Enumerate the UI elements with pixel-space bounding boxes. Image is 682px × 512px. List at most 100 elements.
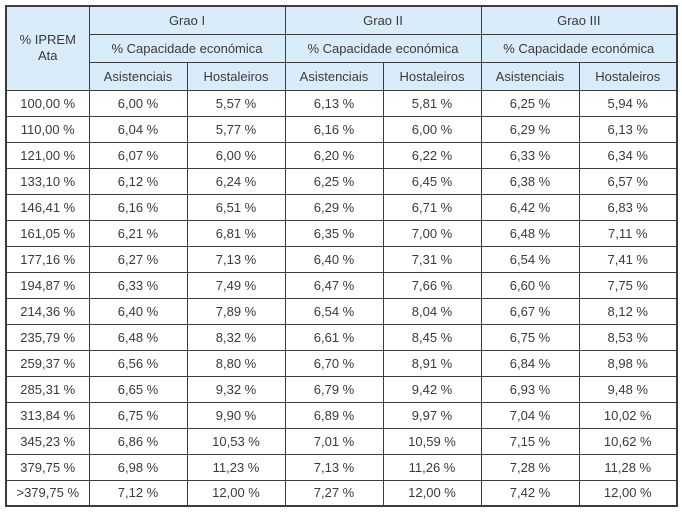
table-row: 285,31 % 6,65 % 9,32 % 6,79 % 9,42 % 6,93 % 9,… — [5, 375, 678, 403]
rate-value-cell: 6,89 % — [284, 401, 384, 429]
rate-value-cell: 6,54 % — [284, 297, 384, 325]
rate-value-cell: 12,00 % — [186, 479, 286, 507]
rate-value-cell: 8,91 % — [382, 349, 482, 377]
table-row: 194,87 % 6,33 % 7,49 % 6,47 % 7,66 % 6,60 % 7,… — [5, 271, 678, 299]
rate-value-cell: 6,45 % — [382, 167, 482, 195]
rate-value-cell: 7,66 % — [382, 271, 482, 299]
rate-value-cell: 11,28 % — [578, 453, 678, 481]
rate-value-cell: 6,57 % — [578, 167, 678, 195]
rate-value-cell: 6,56 % — [88, 349, 188, 377]
rate-value-cell: 6,20 % — [284, 141, 384, 169]
rate-value-cell: 6,00 % — [382, 115, 482, 143]
rate-value-cell: 6,24 % — [186, 167, 286, 195]
rate-value-cell: 6,40 % — [284, 245, 384, 273]
rate-value-cell: 6,42 % — [480, 193, 580, 221]
col-header-asistenciais-1: Asistenciais — [88, 61, 188, 91]
rate-value-cell: 6,71 % — [382, 193, 482, 221]
rate-value-cell: 6,47 % — [284, 271, 384, 299]
rate-value-cell: 8,12 % — [578, 297, 678, 325]
rate-value-cell: 7,75 % — [578, 271, 678, 299]
rate-value-cell: 5,94 % — [578, 89, 678, 117]
rate-value-cell: 6,84 % — [480, 349, 580, 377]
rate-value-cell: 7,28 % — [480, 453, 580, 481]
rate-value-cell: 8,98 % — [578, 349, 678, 377]
rate-value-cell: 6,35 % — [284, 219, 384, 247]
col-header-hostaleiros-1: Hostaleiros — [186, 61, 286, 91]
rate-value-cell: 6,13 % — [284, 89, 384, 117]
rate-value-cell: 6,04 % — [88, 115, 188, 143]
col-header-hostaleiros-3: Hostaleiros — [578, 61, 678, 91]
rate-value-cell: 9,97 % — [382, 401, 482, 429]
table-row: >379,75 % 7,12 % 12,00 % 7,27 % 12,00 % 7,42 … — [5, 479, 678, 507]
rate-value-cell: 7,49 % — [186, 271, 286, 299]
table-row: 177,16 % 6,27 % 7,13 % 6,40 % 7,31 % 6,54 % 7,… — [5, 245, 678, 273]
iprem-ata-cell: 235,79 % — [5, 323, 90, 351]
table-row: 133,10 % 6,12 % 6,24 % 6,25 % 6,45 % 6,38 % 6,… — [5, 167, 678, 195]
rate-value-cell: 7,27 % — [284, 479, 384, 507]
rate-value-cell: 6,29 % — [480, 115, 580, 143]
header-row-columns: Asistenciais Hostaleiros Asistenciais Ho… — [6, 61, 678, 91]
header-row-capacidade: % Capacidade económica % Capacidade econ… — [6, 33, 678, 63]
rate-value-cell: 6,48 % — [88, 323, 188, 351]
rate-value-cell: 8,80 % — [186, 349, 286, 377]
rate-value-cell: 6,75 % — [480, 323, 580, 351]
rate-value-cell: 7,15 % — [480, 427, 580, 455]
rate-value-cell: 5,81 % — [382, 89, 482, 117]
rate-value-cell: 6,13 % — [578, 115, 678, 143]
corner-header-iprem-ata: % IPREM Ata — [5, 5, 90, 91]
table-row: 259,37 % 6,56 % 8,80 % 6,70 % 8,91 % 6,84 % 8,… — [5, 349, 678, 377]
rate-value-cell: 6,48 % — [480, 219, 580, 247]
subheader-capacidade-2: % Capacidade económica — [284, 33, 482, 63]
rate-value-cell: 6,33 % — [480, 141, 580, 169]
iprem-ata-cell: 194,87 % — [5, 271, 90, 299]
rate-value-cell: 6,79 % — [284, 375, 384, 403]
iprem-ata-cell: 133,10 % — [5, 167, 90, 195]
rate-value-cell: 6,67 % — [480, 297, 580, 325]
rate-value-cell: 6,33 % — [88, 271, 188, 299]
rate-value-cell: 7,42 % — [480, 479, 580, 507]
iprem-ata-cell: 110,00 % — [5, 115, 90, 143]
rate-value-cell: 10,53 % — [186, 427, 286, 455]
rate-value-cell: 7,12 % — [88, 479, 188, 507]
rate-value-cell: 11,26 % — [382, 453, 482, 481]
table-row: 345,23 % 6,86 % 10,53 % 7,01 % 10,59 % 7,15 %… — [5, 427, 678, 455]
rate-value-cell: 5,57 % — [186, 89, 286, 117]
iprem-ata-cell: 146,41 % — [5, 193, 90, 221]
rate-value-cell: 6,00 % — [88, 89, 188, 117]
rate-value-cell: 6,16 % — [284, 115, 384, 143]
col-header-hostaleiros-2: Hostaleiros — [382, 61, 482, 91]
rate-value-cell: 6,70 % — [284, 349, 384, 377]
iprem-ata-cell: >379,75 % — [5, 479, 90, 507]
table-row: 214,36 % 6,40 % 7,89 % 6,54 % 8,04 % 6,67 % 8,… — [5, 297, 678, 325]
rate-value-cell: 7,01 % — [284, 427, 384, 455]
rate-value-cell: 7,13 % — [284, 453, 384, 481]
iprem-ata-cell: 345,23 % — [5, 427, 90, 455]
rate-value-cell: 6,29 % — [284, 193, 384, 221]
table-row: 100,00 % 6,00 % 5,57 % 6,13 % 5,81 % 6,25 % 5,… — [5, 89, 678, 117]
table-row: 121,00 % 6,07 % 6,00 % 6,20 % 6,22 % 6,33 % 6,… — [5, 141, 678, 169]
iprem-ata-cell: 259,37 % — [5, 349, 90, 377]
table-row: 379,75 % 6,98 % 11,23 % 7,13 % 11,26 % 7,28 %… — [5, 453, 678, 481]
rate-value-cell: 6,12 % — [88, 167, 188, 195]
subheader-capacidade-3: % Capacidade económica — [480, 33, 678, 63]
iprem-ata-cell: 214,36 % — [5, 297, 90, 325]
rate-value-cell: 6,38 % — [480, 167, 580, 195]
corner-line1: % IPREM — [19, 32, 76, 47]
rate-value-cell: 8,45 % — [382, 323, 482, 351]
rate-value-cell: 9,32 % — [186, 375, 286, 403]
iprem-ata-cell: 161,05 % — [5, 219, 90, 247]
rate-value-cell: 6,16 % — [88, 193, 188, 221]
rate-value-cell: 7,04 % — [480, 401, 580, 429]
rate-value-cell: 10,02 % — [578, 401, 678, 429]
rate-value-cell: 6,22 % — [382, 141, 482, 169]
rate-value-cell: 6,54 % — [480, 245, 580, 273]
col-header-asistenciais-3: Asistenciais — [480, 61, 580, 91]
iprem-rate-table: % IPREM Ata Grao I Grao II Grao III % Ca… — [5, 5, 679, 507]
rate-value-cell: 5,77 % — [186, 115, 286, 143]
rate-value-cell: 7,41 % — [578, 245, 678, 273]
rate-value-cell: 7,31 % — [382, 245, 482, 273]
table-row: 235,79 % 6,48 % 8,32 % 6,61 % 8,45 % 6,75 % 8,… — [5, 323, 678, 351]
rate-value-cell: 6,21 % — [88, 219, 188, 247]
iprem-ata-cell: 313,84 % — [5, 401, 90, 429]
